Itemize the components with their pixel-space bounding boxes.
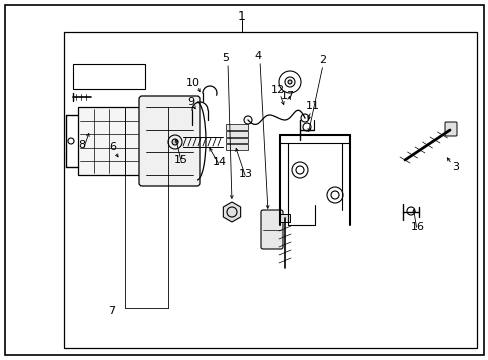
Text: 8: 8 xyxy=(78,140,85,150)
Text: 9: 9 xyxy=(187,97,194,107)
Text: 10: 10 xyxy=(185,78,200,88)
Circle shape xyxy=(172,139,178,145)
Text: 14: 14 xyxy=(212,157,226,167)
Bar xyxy=(73,64,145,89)
Text: 1: 1 xyxy=(238,9,245,23)
Text: 2: 2 xyxy=(319,55,326,65)
Text: 3: 3 xyxy=(451,162,459,172)
Circle shape xyxy=(287,80,291,84)
Bar xyxy=(225,131,247,137)
Bar xyxy=(280,214,289,222)
Text: 12: 12 xyxy=(270,85,285,95)
Polygon shape xyxy=(223,202,240,222)
FancyBboxPatch shape xyxy=(139,96,200,186)
Bar xyxy=(225,144,247,150)
Text: 5: 5 xyxy=(222,53,229,63)
Bar xyxy=(225,124,247,130)
Text: 16: 16 xyxy=(410,222,424,232)
Text: 4: 4 xyxy=(254,51,261,61)
FancyBboxPatch shape xyxy=(444,122,456,136)
Bar xyxy=(64,32,476,348)
Bar xyxy=(78,107,140,175)
Text: 17: 17 xyxy=(281,91,294,101)
Text: 15: 15 xyxy=(174,155,187,165)
Text: 13: 13 xyxy=(239,169,252,179)
Text: 11: 11 xyxy=(305,101,319,111)
Bar xyxy=(225,138,247,143)
Text: 6: 6 xyxy=(109,142,116,152)
Text: 7: 7 xyxy=(108,306,115,316)
FancyBboxPatch shape xyxy=(261,210,283,249)
